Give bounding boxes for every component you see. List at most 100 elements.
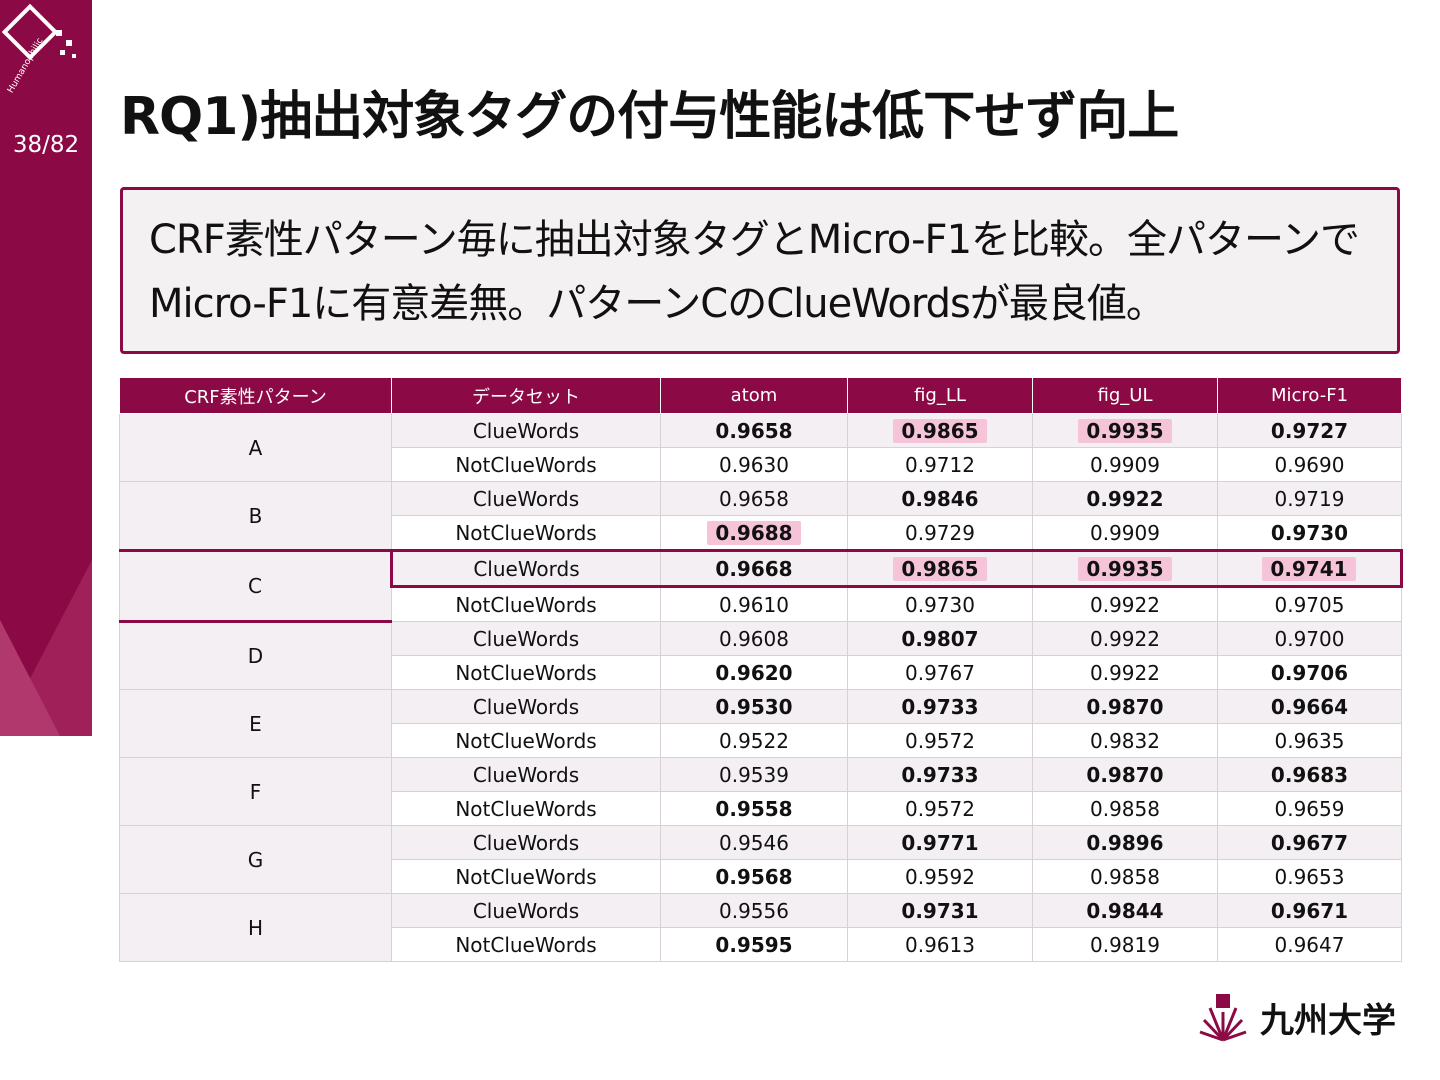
value-text: 0.9705 [1274, 592, 1345, 617]
value-text: 0.9922 [1090, 626, 1160, 651]
value-text: 0.9653 [1274, 864, 1345, 889]
value-text: 0.9727 [1270, 418, 1349, 443]
value-cell: 0.9630 [660, 447, 848, 482]
university-name: 九州大学 [1260, 1000, 1396, 1041]
value-text: 0.9846 [901, 486, 979, 511]
value-cell: 0.9922 [1032, 481, 1218, 516]
dataset-cell: ClueWords [391, 825, 661, 860]
dataset-cell: NotClueWords [391, 859, 661, 894]
value-cell: 0.9712 [847, 447, 1033, 482]
header-cell: fig_UL [1032, 377, 1218, 414]
slide-title: RQ1)抽出対象タグの付与性能は低下せず向上 [120, 87, 1179, 147]
value-cell: 0.9539 [660, 757, 848, 792]
value-cell: 0.9844 [1032, 893, 1218, 928]
header-cell: Micro-F1 [1217, 377, 1402, 414]
value-text: 0.9530 [715, 694, 793, 719]
value-text: 0.9858 [1090, 864, 1160, 889]
table-row: F ClueWords 0.9539 0.9733 0.9870 0.9683 [119, 757, 1402, 826]
value-text: 0.9556 [719, 898, 789, 923]
value-cell: 0.9733 [847, 689, 1033, 724]
dataset-cell: ClueWords [391, 893, 661, 928]
value-text: 0.9733 [901, 762, 979, 787]
header-cell: CRF素性パターン [119, 377, 392, 414]
dataset-cell: ClueWords [391, 757, 661, 792]
value-text: 0.9683 [1270, 762, 1349, 787]
table-row: C ClueWords 0.9668 0.9865 0.9935 0.9741 [119, 549, 1403, 623]
value-text: 0.9922 [1090, 660, 1160, 685]
dataset-cell: ClueWords [391, 621, 661, 656]
summary-text: CRF素性パターン毎に抽出対象タグとMicro-F1を比較。全パターンでMicr… [149, 217, 1360, 327]
value-cell: 0.9690 [1217, 447, 1402, 482]
value-text: 0.9595 [715, 932, 793, 957]
value-cell: 0.9671 [1217, 893, 1402, 928]
value-cell: 0.9706 [1217, 655, 1402, 690]
dataset-cell: NotClueWords [391, 791, 661, 826]
dataset-cell: NotClueWords [391, 447, 661, 482]
value-cell: 0.9677 [1217, 825, 1402, 860]
value-cell: 0.9731 [847, 893, 1033, 928]
value-cell: 0.9730 [1217, 515, 1402, 551]
pattern-cell: F [119, 757, 392, 826]
value-text: 0.9909 [1090, 452, 1160, 477]
value-cell: 0.9647 [1217, 927, 1402, 962]
value-text: 0.9522 [719, 728, 789, 753]
dataset-cell: ClueWords [391, 481, 661, 516]
results-table: CRF素性パターン データセット atom fig_LL fig_UL Micro-F1 … [119, 377, 1403, 962]
value-text: 0.9832 [1090, 728, 1160, 753]
value-text: 0.9635 [1274, 728, 1345, 753]
table-row: A ClueWords 0.9658 0.9865 0.9935 0.9727 [119, 413, 1402, 482]
value-text: 0.9730 [905, 592, 975, 617]
page-number: 38/82 [12, 132, 80, 158]
value-text: 0.9922 [1090, 592, 1160, 617]
value-cell: 0.9858 [1032, 791, 1218, 826]
value-cell: 0.9870 [1032, 689, 1218, 724]
value-cell: 0.9664 [1217, 689, 1402, 724]
value-text: 0.9730 [1270, 520, 1349, 545]
value-text: 0.9572 [905, 728, 975, 753]
value-cell: 0.9659 [1217, 791, 1402, 826]
value-cell: 0.9858 [1032, 859, 1218, 894]
value-cell: 0.9865 [847, 413, 1033, 448]
value-cell: 0.9688 [660, 515, 848, 551]
value-cell: 0.9846 [847, 481, 1033, 516]
value-cell: 0.9658 [660, 481, 848, 516]
value-text: 0.9630 [719, 452, 789, 477]
value-cell: 0.9546 [660, 825, 848, 860]
pattern-cell: A [119, 413, 392, 482]
value-cell: 0.9807 [847, 621, 1033, 656]
sidebar: Humanophilic 38/82 [0, 0, 92, 736]
value-text: 0.9706 [1270, 660, 1349, 685]
value-text: 0.9771 [901, 830, 979, 855]
value-text: 0.9870 [1086, 694, 1164, 719]
table-row: G ClueWords 0.9546 0.9771 0.9896 0.9677 [119, 825, 1402, 894]
dataset-cell: ClueWords [391, 689, 661, 724]
value-text: 0.9935 [1078, 556, 1172, 581]
value-text: 0.9719 [1274, 486, 1345, 511]
value-cell: 0.9719 [1217, 481, 1402, 516]
dataset-cell: ClueWords [391, 413, 661, 448]
value-text: 0.9608 [719, 626, 789, 651]
value-text: 0.9712 [905, 452, 975, 477]
value-cell: 0.9668 [660, 549, 848, 588]
value-text: 0.9592 [905, 864, 975, 889]
value-cell: 0.9658 [660, 413, 848, 448]
value-cell: 0.9727 [1217, 413, 1402, 448]
value-cell: 0.9935 [1032, 413, 1218, 448]
value-text: 0.9688 [707, 520, 801, 545]
dataset-cell: NotClueWords [391, 586, 661, 622]
value-cell: 0.9613 [847, 927, 1033, 962]
value-text: 0.9729 [905, 520, 975, 545]
value-cell: 0.9705 [1217, 586, 1402, 622]
value-cell: 0.9909 [1032, 515, 1218, 551]
header-row: CRF素性パターン データセット atom fig_LL fig_UL Micro-F1 [119, 377, 1402, 414]
emblem [1199, 994, 1247, 1042]
value-cell: 0.9592 [847, 859, 1033, 894]
value-text: 0.9844 [1086, 898, 1164, 923]
pattern-cell: C [119, 549, 392, 623]
value-text: 0.9819 [1090, 932, 1160, 957]
value-text: 0.9658 [719, 486, 789, 511]
value-cell: 0.9530 [660, 689, 848, 724]
value-text: 0.9767 [905, 660, 975, 685]
value-text: 0.9568 [715, 864, 793, 889]
